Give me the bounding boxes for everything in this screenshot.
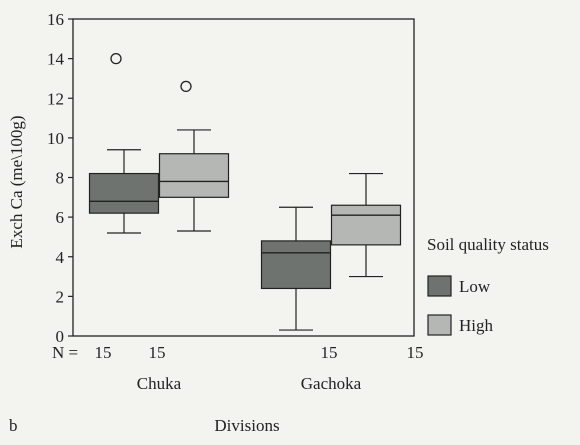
outlier-point: [181, 81, 191, 91]
n-count-label: 15: [95, 343, 112, 362]
panel-label: b: [9, 416, 18, 435]
legend-swatch-high: [428, 315, 451, 335]
n-prefix-label: N =: [52, 343, 78, 362]
legend-swatch-low: [428, 276, 451, 296]
y-tick-label: 16: [47, 10, 64, 29]
legend-label-high: High: [459, 316, 494, 335]
box-high: [332, 205, 401, 245]
category-label: Chuka: [137, 374, 182, 393]
y-axis-title: Exch Ca (me\100g): [7, 115, 26, 248]
x-axis-title: Divisions: [214, 416, 279, 435]
legend-title: Soil quality status: [427, 235, 549, 254]
y-tick-label: 6: [56, 208, 65, 227]
y-tick-label: 2: [56, 287, 65, 306]
n-count-label: 15: [407, 343, 424, 362]
y-tick-label: 10: [47, 129, 64, 148]
box-low: [262, 241, 331, 289]
box-low: [90, 174, 159, 214]
legend-label-low: Low: [459, 277, 491, 296]
y-tick-label: 8: [56, 169, 65, 188]
box-high: [160, 154, 229, 198]
outlier-point: [111, 54, 121, 64]
category-label: Gachoka: [301, 374, 362, 393]
n-count-label: 15: [321, 343, 338, 362]
y-tick-label: 4: [56, 248, 65, 267]
n-count-label: 15: [149, 343, 166, 362]
y-tick-label: 14: [47, 50, 65, 69]
y-tick-label: 12: [47, 89, 64, 108]
